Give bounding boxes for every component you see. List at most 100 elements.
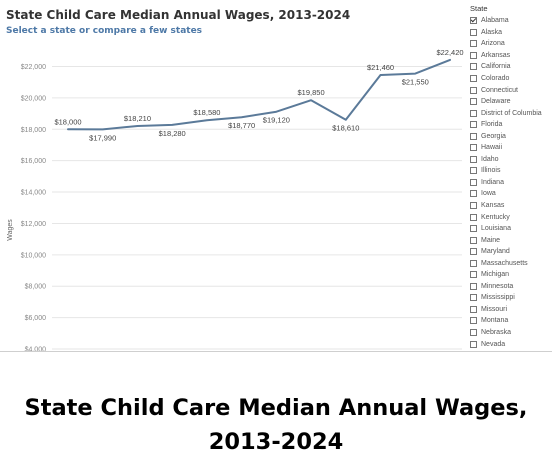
state-option[interactable]: Georgia: [470, 130, 552, 142]
wages-line-chart: $4,000 $6,000 $8,000 $10,000 $12,000 $14,000 $…: [7, 48, 464, 352]
state-option[interactable]: District of Columbia: [470, 107, 552, 119]
state-filter: State Alabama Alaska Arizona Arkansas Califo…: [470, 3, 552, 350]
state-option[interactable]: Montana: [470, 315, 552, 327]
state-option[interactable]: Indiana: [470, 177, 552, 189]
checkbox-icon[interactable]: [470, 248, 477, 256]
checkbox-icon[interactable]: [470, 317, 477, 325]
state-option-label: Florida: [481, 121, 503, 129]
checkbox-icon[interactable]: [470, 51, 477, 59]
state-option[interactable]: Maine: [470, 234, 552, 246]
state-option-label: Connecticut: [481, 86, 518, 94]
data-label: $18,000: [54, 117, 81, 126]
checkbox-icon[interactable]: [470, 17, 477, 25]
state-option[interactable]: Illinois: [470, 165, 552, 177]
state-option-label: District of Columbia: [481, 109, 542, 117]
caption: State Child Care Median Annual Wages, 20…: [0, 391, 552, 459]
state-option-label: Arizona: [481, 40, 505, 48]
checkbox-icon[interactable]: [470, 190, 477, 198]
state-option-label: Montana: [481, 317, 509, 325]
state-option[interactable]: Kansas: [470, 200, 552, 212]
y-tick-label: $20,000: [21, 95, 46, 102]
checkbox-icon[interactable]: [470, 109, 477, 117]
state-option[interactable]: Nevada: [470, 338, 552, 350]
checkbox-icon[interactable]: [470, 86, 477, 94]
state-option[interactable]: California: [470, 61, 552, 73]
state-option[interactable]: Nebraska: [470, 327, 552, 339]
state-option[interactable]: Minnesota: [470, 281, 552, 293]
checkbox-icon[interactable]: [470, 121, 477, 129]
y-tick-label: $14,000: [21, 190, 46, 197]
state-option[interactable]: Idaho: [470, 154, 552, 166]
state-option[interactable]: Arizona: [470, 38, 552, 50]
state-option-label: Idaho: [481, 155, 499, 163]
state-option[interactable]: Missouri: [470, 304, 552, 316]
state-option-label: Delaware: [481, 98, 511, 106]
checkbox-icon[interactable]: [470, 132, 477, 140]
state-option[interactable]: Alaska: [470, 27, 552, 39]
series-line-path: [67, 58, 451, 131]
state-option[interactable]: Louisiana: [470, 223, 552, 235]
state-option-label: Michigan: [481, 271, 510, 279]
series-line: [67, 58, 451, 131]
dashboard: State Child Care Median Annual Wages, 20…: [0, 0, 552, 352]
state-option-label: Iowa: [481, 190, 496, 198]
state-option-label: Colorado: [481, 75, 510, 82]
checkbox-icon[interactable]: [470, 202, 477, 210]
checkbox-icon[interactable]: [470, 236, 477, 244]
state-option[interactable]: Connecticut: [470, 84, 552, 96]
y-tick-label: $8,000: [25, 284, 47, 291]
checkbox-icon[interactable]: [470, 40, 477, 48]
state-option[interactable]: Colorado: [470, 73, 552, 85]
checkbox-icon[interactable]: [470, 271, 477, 279]
checkbox-icon[interactable]: [470, 282, 477, 290]
state-option-label: Arkansas: [481, 51, 511, 59]
checkbox-icon[interactable]: [470, 167, 477, 175]
state-option[interactable]: Iowa: [470, 188, 552, 200]
data-label: $22,420: [436, 48, 463, 57]
checkbox-icon[interactable]: [470, 329, 477, 337]
grid-lines: [52, 66, 462, 350]
state-option[interactable]: Arkansas: [470, 50, 552, 62]
y-axis-ticks: $4,000 $6,000 $8,000 $10,000 $12,000 $14,000 $…: [21, 64, 46, 352]
chart-title: State Child Care Median Annual Wages, 20…: [6, 8, 351, 22]
state-option[interactable]: Michigan: [470, 269, 552, 281]
state-option-label: Maryland: [481, 248, 510, 256]
y-tick-label: $12,000: [21, 221, 46, 228]
state-option[interactable]: Florida: [470, 119, 552, 131]
checkbox-icon[interactable]: [470, 340, 477, 348]
data-label: $21,550: [402, 78, 429, 87]
checkbox-icon[interactable]: [470, 63, 477, 71]
checkbox-icon[interactable]: [470, 294, 477, 302]
checkbox-icon[interactable]: [470, 305, 477, 313]
state-option[interactable]: Hawaii: [470, 142, 552, 154]
state-option-label: Minnesota: [481, 282, 514, 290]
data-label: $21,460: [367, 63, 394, 72]
state-option[interactable]: Delaware: [470, 96, 552, 108]
state-option[interactable]: Massachusetts: [470, 257, 552, 269]
y-axis-title: Wages: [7, 219, 14, 241]
checkbox-icon[interactable]: [470, 98, 477, 106]
state-option-label: Georgia: [481, 132, 506, 140]
state-option-label: Nevada: [481, 340, 506, 348]
state-option[interactable]: Alabama: [470, 15, 552, 27]
checkbox-icon[interactable]: [470, 213, 477, 221]
state-option[interactable]: Kentucky: [470, 211, 552, 223]
checkbox-icon[interactable]: [470, 28, 477, 36]
checkbox-icon[interactable]: [470, 75, 477, 82]
state-option-label: Hawaii: [481, 144, 503, 152]
state-option[interactable]: Maryland: [470, 246, 552, 258]
checkbox-icon[interactable]: [470, 155, 477, 163]
data-label: $18,210: [124, 114, 151, 123]
state-option-label: Louisiana: [481, 225, 511, 233]
y-tick-label: $4,000: [25, 347, 47, 353]
divider: [0, 351, 552, 352]
y-tick-label: $16,000: [21, 158, 46, 165]
checkbox-icon[interactable]: [470, 178, 477, 186]
checkbox-icon[interactable]: [470, 144, 477, 152]
state-option-label: Massachusetts: [481, 259, 528, 267]
caption-line-1: State Child Care Median Annual Wages,: [24, 395, 528, 421]
checkbox-icon[interactable]: [470, 259, 477, 267]
state-option[interactable]: Mississippi: [470, 292, 552, 304]
checkbox-icon[interactable]: [470, 225, 477, 233]
state-option-label: Mississippi: [481, 294, 515, 302]
